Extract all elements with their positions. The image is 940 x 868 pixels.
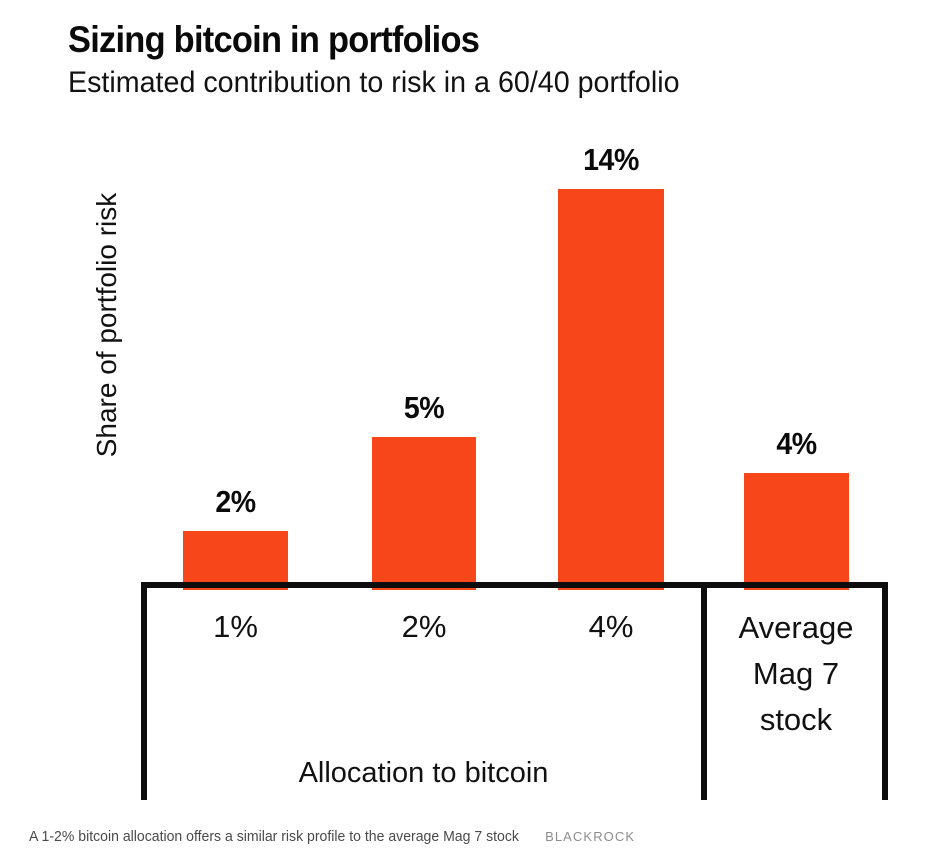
category-label-1pct: 1% <box>213 609 258 644</box>
bar-chart: Share of portfolio risk 2% 5% 14% 4% 1% … <box>0 142 940 802</box>
axis-frame <box>141 582 888 802</box>
bar-rect[interactable] <box>558 189 664 590</box>
bar-value-label: 4% <box>776 426 817 461</box>
footer-note: A 1-2% bitcoin allocation offers a simil… <box>29 829 519 845</box>
page-title: Sizing bitcoin in portfolios <box>68 19 480 60</box>
bar-rect[interactable] <box>372 437 476 590</box>
bar-group-mag7[interactable]: 4% <box>744 426 849 590</box>
bars-layer: 2% 5% 14% 4% <box>183 142 849 590</box>
blackrock-logo: BLACKROCK <box>545 829 636 844</box>
category-label-mag7-line2: Mag 7 <box>752 656 840 691</box>
category-label-mag7-line1: Average <box>738 610 854 645</box>
chart-footer: A 1-2% bitcoin allocation offers a simil… <box>29 829 919 845</box>
bar-value-label: 5% <box>403 390 445 425</box>
x-axis-line <box>141 582 888 588</box>
chart-header: Sizing bitcoin in portfolios Estimated c… <box>68 18 908 102</box>
chart-subtitle: Estimated contribution to risk in a 60/4… <box>68 66 680 99</box>
bar-value-label: 14% <box>583 142 639 177</box>
category-label-mag7-line3: stock <box>759 702 833 737</box>
axis-border-right <box>882 582 888 800</box>
bar-group-4pct[interactable]: 14% <box>558 142 664 590</box>
category-label-mag7: Average Mag 7 stock <box>707 605 885 743</box>
bar-group-2pct[interactable]: 5% <box>372 390 476 590</box>
category-label-2pct: 2% <box>401 609 447 644</box>
bar-group-1pct[interactable]: 2% <box>183 484 288 590</box>
axis-group-divider <box>701 582 707 800</box>
category-labels: 1% 2% 4% <box>0 605 940 655</box>
axis-border-left <box>141 582 147 800</box>
bar-rect[interactable] <box>183 531 288 590</box>
category-label-4pct: 4% <box>588 609 634 644</box>
bar-value-label: 2% <box>215 484 256 519</box>
bar-rect[interactable] <box>744 473 849 590</box>
x-axis-title: Allocation to bitcoin <box>298 757 549 789</box>
